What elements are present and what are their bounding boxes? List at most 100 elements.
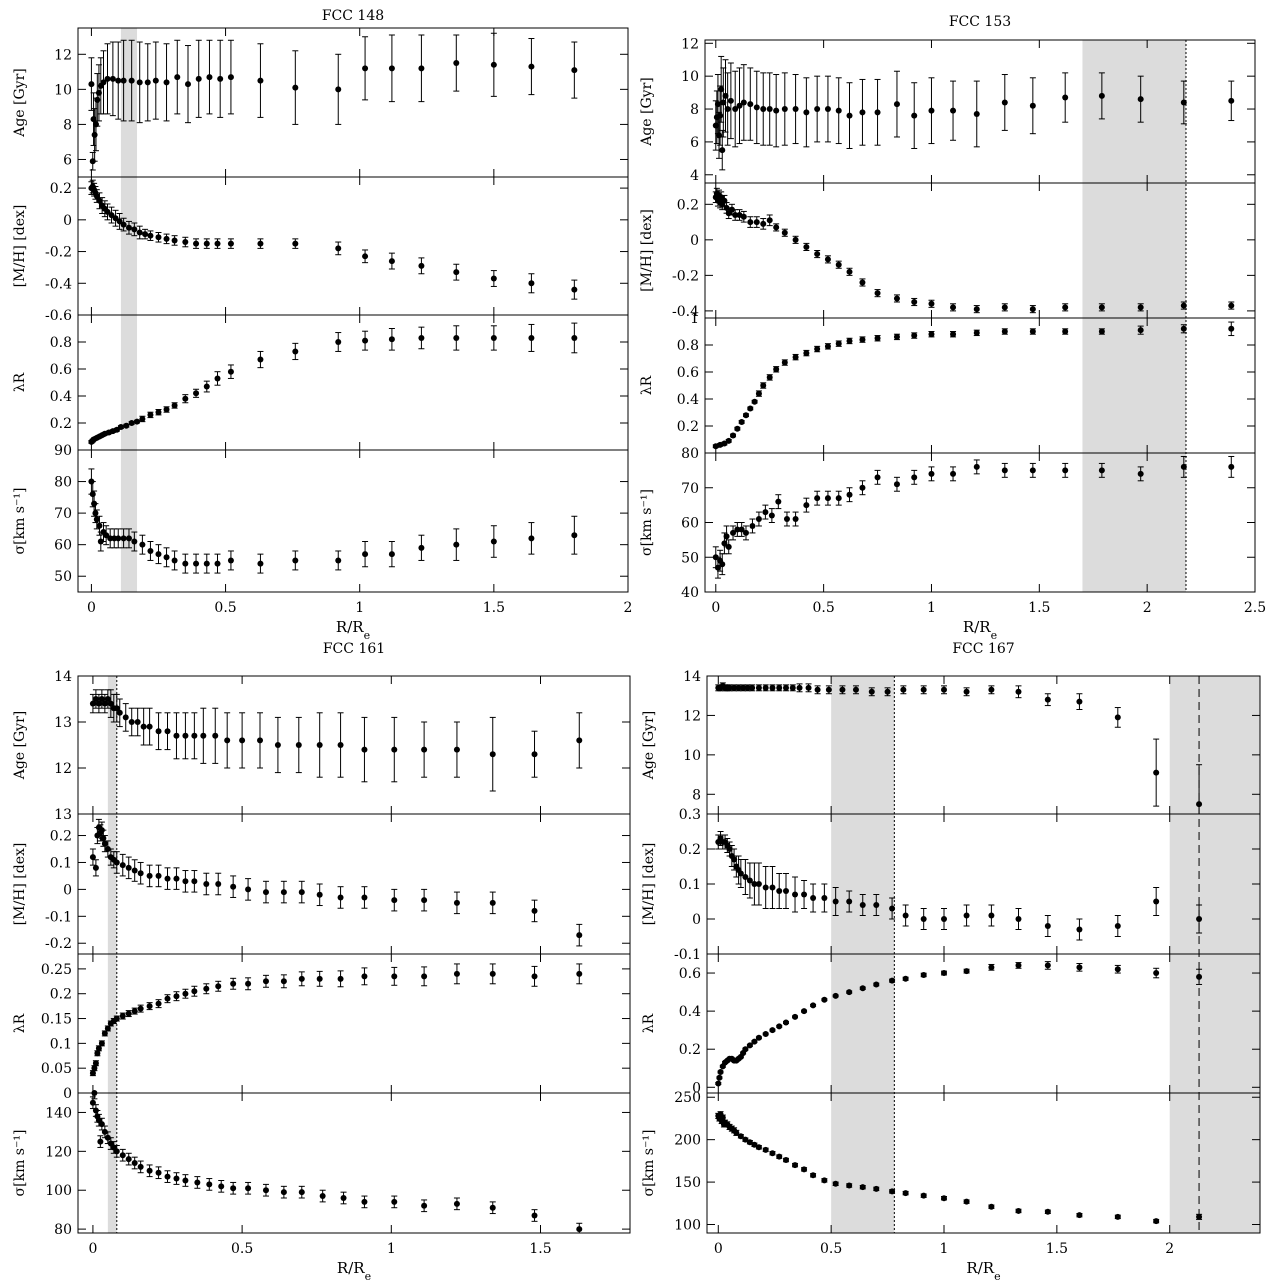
- data-point: [755, 390, 762, 397]
- data-point: [89, 854, 96, 861]
- data-point: [292, 348, 299, 355]
- data-point: [1015, 688, 1022, 695]
- data-point: [719, 1114, 726, 1121]
- data-point: [731, 684, 738, 691]
- y-axis-label: λR: [639, 375, 655, 395]
- data-point: [1001, 304, 1008, 311]
- data-point: [716, 1074, 723, 1081]
- row-frame: [77, 675, 631, 815]
- row-1: 0.2 0.1 0 -0.1 -0.2 [M/H] [dex]: [12, 813, 631, 955]
- row-frame: [77, 953, 631, 1094]
- data-point: [490, 334, 497, 341]
- data-point: [893, 101, 900, 108]
- y-tick-label: 140: [45, 1105, 72, 1121]
- data-point: [391, 897, 398, 904]
- data-point: [125, 1010, 132, 1017]
- data-point: [113, 1015, 120, 1022]
- row-3: 50 60 70 80 σ[km s⁻¹]: [12, 449, 629, 593]
- data-point: [737, 1133, 744, 1140]
- data-point: [717, 112, 724, 119]
- data-point: [766, 217, 773, 224]
- data-point: [182, 560, 189, 567]
- data-point: [852, 686, 859, 693]
- data-point: [245, 886, 252, 893]
- data-point: [821, 1177, 828, 1184]
- data-point: [421, 746, 428, 753]
- data-point: [576, 970, 583, 977]
- data-point: [963, 688, 970, 695]
- data-point: [835, 261, 842, 268]
- data-point: [900, 686, 907, 693]
- shaded-region: [120, 28, 138, 592]
- data-point: [104, 1025, 111, 1032]
- data-point: [295, 742, 302, 748]
- row-frame: [704, 452, 1256, 593]
- data-point: [738, 526, 745, 533]
- data-point: [801, 891, 808, 898]
- data-point: [753, 104, 760, 111]
- data-point: [418, 65, 425, 72]
- data-point: [722, 92, 729, 99]
- data-point: [453, 1200, 460, 1207]
- data-point: [737, 870, 744, 877]
- data-point: [726, 846, 733, 852]
- data-point: [825, 686, 832, 693]
- data-point: [362, 337, 369, 344]
- data-point: [839, 686, 846, 693]
- data-point: [751, 1038, 758, 1045]
- y-tick-label: 0.4: [679, 1004, 701, 1020]
- data-point: [719, 561, 726, 568]
- chart-title: FCC 167: [952, 641, 1014, 657]
- data-point: [531, 907, 538, 914]
- data-point: [1029, 306, 1036, 313]
- x-tick-label: 1.5: [1028, 600, 1050, 616]
- chart-title: FCC 148: [322, 8, 384, 24]
- x-axis-label: R/Re: [337, 1259, 371, 1283]
- data-point: [147, 232, 154, 239]
- x-tick-label: 0.5: [214, 600, 236, 616]
- data-point: [131, 1160, 138, 1166]
- data-point: [571, 334, 578, 341]
- data-point: [292, 240, 299, 247]
- x-axis-label: R/Re: [963, 618, 997, 642]
- data-point: [230, 1185, 237, 1192]
- data-point: [217, 75, 224, 82]
- data-point: [762, 684, 769, 691]
- data-point: [214, 560, 221, 567]
- data-point: [801, 1166, 808, 1173]
- data-point: [489, 970, 496, 977]
- data-point: [846, 898, 853, 905]
- x-tick-label: 0.5: [231, 1241, 253, 1257]
- data-point: [773, 107, 780, 114]
- data-point: [725, 437, 732, 444]
- x-tick-label: 2: [1143, 600, 1152, 616]
- data-point: [257, 356, 264, 363]
- data-point: [814, 346, 821, 353]
- data-point: [792, 236, 799, 243]
- y-tick-label: -0.2: [45, 936, 72, 952]
- data-point: [116, 218, 123, 225]
- data-point: [725, 543, 732, 550]
- data-point: [96, 197, 103, 204]
- x-tick-label: 0: [711, 600, 720, 616]
- data-point: [152, 77, 159, 84]
- data-point: [191, 988, 198, 995]
- data-point: [805, 684, 812, 691]
- data-point: [742, 529, 749, 536]
- data-point: [218, 1183, 225, 1190]
- data-point: [727, 97, 734, 104]
- x-tick-label: 1: [940, 1241, 949, 1257]
- data-point: [1153, 769, 1160, 776]
- data-point: [239, 737, 246, 744]
- data-point: [714, 101, 721, 108]
- y-tick-label: 0.2: [677, 197, 699, 213]
- x-tick-label: 1: [355, 600, 364, 616]
- data-point: [846, 337, 853, 344]
- data-point: [724, 106, 731, 113]
- data-point: [245, 1185, 252, 1192]
- data-point: [773, 366, 780, 373]
- data-point: [859, 336, 866, 343]
- data-point: [835, 340, 842, 347]
- x-tick-label: 0.5: [820, 1241, 842, 1257]
- y-tick-label: 0.3: [679, 807, 701, 823]
